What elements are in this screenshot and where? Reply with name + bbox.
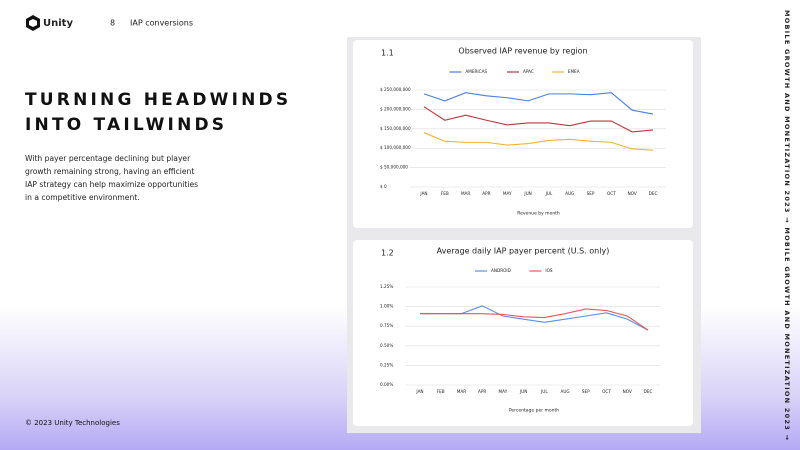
series-line <box>423 106 654 133</box>
x-tick-label: JAN <box>415 389 423 394</box>
y-tick-label: 0.25% <box>380 362 393 367</box>
x-tick-label: JAN <box>419 191 427 196</box>
section-name: IAP conversions <box>130 19 193 28</box>
x-tick-label: MAY <box>499 389 508 394</box>
x-tick-label: JUL <box>545 191 553 196</box>
chart-number: 1.1 <box>381 49 394 58</box>
x-tick-label: NOV <box>623 389 632 394</box>
x-tick-label: MAR <box>461 191 470 196</box>
x-tick-label: AUG <box>565 191 574 196</box>
x-tick-label: JUL <box>540 389 548 394</box>
y-tick-label: $ 200,000,000 <box>380 106 411 111</box>
slide-title: TURNING HEADWINDS INTO TAILWINDS <box>25 88 291 138</box>
y-tick-label: $ 0 <box>380 184 387 189</box>
x-tick-label: SEP <box>587 191 595 196</box>
logo-text: Unity <box>43 18 73 29</box>
series-line <box>423 92 654 115</box>
x-tick-label: JUN <box>519 389 527 394</box>
x-tick-label: DEC <box>649 191 658 196</box>
chart-card <box>353 40 693 228</box>
x-axis-label: Revenue by month <box>517 211 560 217</box>
title-line: INTO TAILWINDS <box>25 115 228 135</box>
chart-number: 1.2 <box>381 249 394 258</box>
body-text: With payer percentage declining but play… <box>25 154 199 202</box>
y-tick-label: $ 250,000,000 <box>380 87 411 92</box>
series-line <box>420 308 649 331</box>
y-tick-label: 1.00% <box>380 304 393 309</box>
legend-label: IOS <box>545 268 553 273</box>
x-tick-label: SEP <box>582 389 590 394</box>
x-tick-label: OCT <box>602 389 611 394</box>
legend-label: EMEA <box>568 69 580 74</box>
x-tick-label: FEB <box>441 191 449 196</box>
x-tick-label: OCT <box>607 191 616 196</box>
y-tick-label: $ 150,000,000 <box>380 126 411 131</box>
chart-title: Average daily IAP payer percent (U.S. on… <box>437 247 610 256</box>
y-tick-label: 0.00% <box>380 382 393 387</box>
x-tick-label: JUN <box>523 191 531 196</box>
page-number: 8 <box>110 19 115 28</box>
title-line: TURNING HEADWINDS <box>25 90 292 110</box>
y-tick-label: 0.50% <box>380 343 393 348</box>
x-tick-label: MAR <box>457 389 466 394</box>
logo-icon <box>26 15 40 31</box>
x-tick-label: NOV <box>628 191 637 196</box>
legend-label: ANDROID <box>491 268 511 273</box>
x-tick-label: AUG <box>560 389 569 394</box>
y-tick-label: $ 100,000,000 <box>380 145 411 150</box>
x-tick-label: FEB <box>437 389 445 394</box>
legend-label: AMERICAS <box>465 69 487 74</box>
side-text: MOBILE GROWTH AND MONETIZATION 2023 → MO… <box>783 10 791 441</box>
legend-label: APAC <box>523 69 534 74</box>
x-tick-label: DEC <box>644 389 653 394</box>
y-tick-label: 1.25% <box>380 284 393 289</box>
y-tick-label: $ 50,000,000 <box>380 165 408 170</box>
x-tick-label: MAY <box>503 191 512 196</box>
footer: © 2023 Unity Technologies <box>25 419 120 427</box>
chart-title: Observed IAP revenue by region <box>458 47 587 56</box>
x-axis-label: Percentage per month <box>509 408 559 414</box>
x-tick-label: APR <box>482 191 490 196</box>
series-line <box>423 132 654 151</box>
chart-card <box>353 240 693 426</box>
y-tick-label: 0.75% <box>380 323 393 328</box>
x-tick-label: APR <box>478 389 486 394</box>
